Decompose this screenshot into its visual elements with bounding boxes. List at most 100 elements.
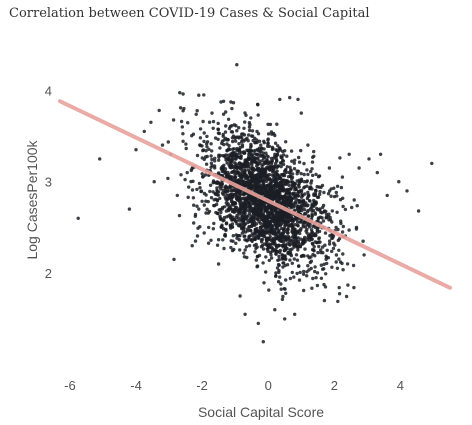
data-point — [203, 155, 208, 159]
data-point — [237, 234, 241, 238]
data-point — [242, 193, 246, 197]
data-point — [318, 189, 322, 194]
data-point — [242, 162, 247, 166]
data-point — [250, 198, 254, 203]
data-point — [336, 299, 340, 304]
data-point — [330, 249, 334, 254]
data-point — [336, 227, 340, 232]
data-point — [223, 233, 227, 238]
data-point — [273, 242, 277, 246]
data-point — [250, 179, 255, 183]
data-point — [230, 136, 235, 140]
data-point — [302, 208, 307, 212]
data-point — [255, 254, 260, 259]
data-point — [334, 253, 339, 257]
data-point — [290, 261, 294, 265]
data-point — [256, 217, 260, 222]
data-point — [234, 241, 238, 245]
data-point — [314, 276, 318, 280]
data-point — [189, 168, 193, 173]
data-point — [293, 158, 297, 162]
data-point — [166, 176, 170, 181]
data-point — [266, 138, 270, 142]
data-point — [256, 321, 260, 326]
data-point — [254, 160, 258, 165]
data-point — [180, 125, 184, 129]
data-point — [288, 165, 292, 169]
data-point — [251, 138, 255, 143]
data-point — [212, 164, 217, 168]
data-point — [243, 120, 247, 124]
data-point — [291, 224, 295, 228]
data-point — [210, 164, 214, 168]
data-point — [279, 211, 284, 215]
x-tick-label: -2 — [196, 378, 208, 393]
data-point — [244, 216, 249, 220]
data-point — [330, 265, 334, 269]
data-point — [283, 213, 287, 217]
data-point — [275, 223, 279, 228]
data-point — [327, 218, 331, 222]
data-point — [276, 236, 280, 240]
data-point — [337, 248, 341, 252]
data-point — [220, 139, 225, 143]
data-point — [205, 207, 209, 211]
data-point — [261, 156, 266, 160]
data-point — [318, 207, 322, 211]
data-point — [240, 227, 244, 231]
data-point — [319, 248, 323, 252]
data-point — [246, 139, 250, 143]
data-point — [278, 161, 283, 165]
data-point — [98, 157, 102, 161]
data-point — [281, 233, 285, 237]
data-point — [258, 183, 262, 187]
data-point — [237, 126, 241, 130]
data-point — [273, 133, 277, 138]
data-point — [235, 197, 239, 201]
data-point — [315, 271, 320, 275]
data-point — [233, 139, 238, 143]
data-point — [277, 268, 281, 273]
data-point — [304, 201, 308, 205]
data-point — [282, 287, 286, 291]
data-point — [302, 161, 306, 166]
data-point — [274, 252, 278, 256]
data-point — [249, 145, 253, 149]
data-point — [271, 146, 275, 151]
data-point — [247, 225, 251, 229]
data-point — [249, 154, 254, 158]
data-point — [397, 180, 401, 184]
data-point — [288, 95, 292, 100]
data-point — [278, 213, 282, 218]
data-point — [175, 193, 179, 198]
data-point — [202, 203, 206, 207]
data-point — [320, 183, 325, 188]
data-point — [311, 173, 315, 178]
data-point — [282, 248, 286, 253]
data-point — [255, 164, 259, 168]
data-point — [306, 264, 310, 268]
data-point — [344, 294, 349, 299]
data-point — [256, 236, 260, 240]
data-point — [240, 231, 244, 235]
data-point — [340, 230, 345, 234]
data-point — [325, 248, 329, 252]
data-point — [226, 117, 231, 122]
data-point — [152, 180, 156, 184]
data-point — [183, 177, 187, 182]
data-point — [282, 153, 286, 157]
data-point — [261, 247, 266, 251]
data-point — [231, 239, 235, 243]
data-point — [293, 200, 297, 204]
data-point — [278, 217, 283, 221]
data-point — [219, 225, 223, 229]
data-point — [275, 165, 279, 170]
data-point — [279, 282, 283, 286]
data-point — [282, 261, 286, 265]
data-point — [222, 170, 227, 174]
data-point — [256, 172, 260, 177]
data-point — [232, 188, 236, 193]
data-point — [227, 193, 231, 197]
data-point — [335, 210, 339, 214]
data-point — [267, 258, 271, 263]
